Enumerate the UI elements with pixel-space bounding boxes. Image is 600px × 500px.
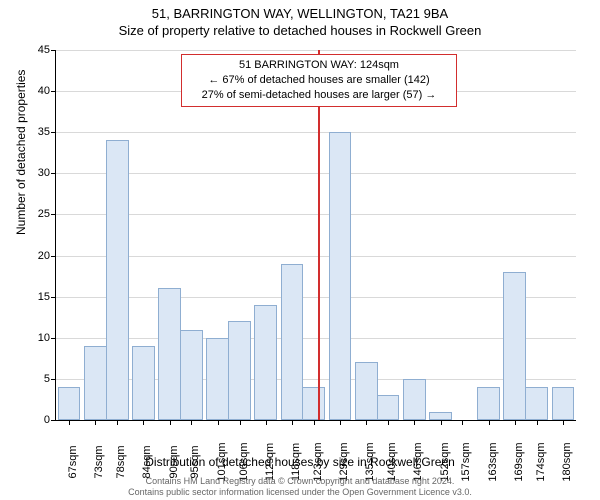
bar xyxy=(254,305,277,420)
x-tick-mark xyxy=(266,420,267,425)
bar xyxy=(228,321,251,420)
bar xyxy=(403,379,426,420)
bar xyxy=(158,288,181,420)
x-tick-mark xyxy=(69,420,70,425)
footer-attribution: Contains HM Land Registry data © Crown c… xyxy=(0,476,600,498)
x-tick-mark xyxy=(170,420,171,425)
title-line1: 51, BARRINGTON WAY, WELLINGTON, TA21 9BA xyxy=(0,0,600,21)
x-tick-mark xyxy=(240,420,241,425)
footer-line2: Contains public sector information licen… xyxy=(0,487,600,498)
x-tick-mark xyxy=(489,420,490,425)
grid-line xyxy=(56,297,576,298)
x-tick-mark xyxy=(191,420,192,425)
x-tick-mark xyxy=(95,420,96,425)
bar xyxy=(429,412,452,420)
bar xyxy=(302,387,325,420)
x-tick-mark xyxy=(143,420,144,425)
x-axis-label: Distribution of detached houses by size … xyxy=(0,455,600,469)
bar xyxy=(355,362,378,420)
bar xyxy=(84,346,107,420)
x-tick-mark xyxy=(314,420,315,425)
y-tick-label: 25 xyxy=(38,208,56,220)
grid-line xyxy=(56,338,576,339)
bar xyxy=(503,272,526,420)
bar xyxy=(477,387,500,420)
title-line2: Size of property relative to detached ho… xyxy=(0,21,600,38)
info-line2: ← 67% of detached houses are smaller (14… xyxy=(188,73,450,88)
x-tick-mark xyxy=(117,420,118,425)
y-tick-label: 5 xyxy=(44,373,56,385)
bar xyxy=(281,264,304,420)
bar xyxy=(329,132,352,420)
x-tick-mark xyxy=(414,420,415,425)
x-tick-mark xyxy=(441,420,442,425)
chart-area: 05101520253035404567sqm73sqm78sqm84sqm90… xyxy=(55,50,576,421)
y-tick-label: 35 xyxy=(38,126,56,138)
grid-line xyxy=(56,256,576,257)
footer-line1: Contains HM Land Registry data © Crown c… xyxy=(0,476,600,487)
x-tick-mark xyxy=(366,420,367,425)
x-tick-mark xyxy=(388,420,389,425)
x-tick-mark xyxy=(515,420,516,425)
bar xyxy=(377,395,400,420)
y-axis-label: Number of detached properties xyxy=(14,70,28,235)
x-tick-mark xyxy=(462,420,463,425)
bar xyxy=(525,387,548,420)
grid-line xyxy=(56,173,576,174)
x-tick-mark xyxy=(218,420,219,425)
grid-line xyxy=(56,132,576,133)
info-line3: 27% of semi-detached houses are larger (… xyxy=(188,88,450,103)
bar xyxy=(206,338,229,420)
x-tick-mark xyxy=(563,420,564,425)
bar xyxy=(552,387,575,420)
grid-line xyxy=(56,214,576,215)
bar xyxy=(106,140,129,420)
x-tick-mark xyxy=(292,420,293,425)
info-line1: 51 BARRINGTON WAY: 124sqm xyxy=(188,58,450,73)
y-tick-label: 10 xyxy=(38,332,56,344)
bar xyxy=(58,387,81,420)
bar xyxy=(180,330,203,420)
y-tick-label: 0 xyxy=(44,414,56,426)
x-tick-mark xyxy=(537,420,538,425)
grid-line xyxy=(56,50,576,51)
y-tick-label: 30 xyxy=(38,167,56,179)
property-info-box: 51 BARRINGTON WAY: 124sqm← 67% of detach… xyxy=(181,54,457,107)
y-tick-label: 20 xyxy=(38,250,56,262)
bar xyxy=(132,346,155,420)
y-tick-label: 45 xyxy=(38,44,56,56)
x-tick-mark xyxy=(340,420,341,425)
y-tick-label: 15 xyxy=(38,291,56,303)
y-tick-label: 40 xyxy=(38,85,56,97)
